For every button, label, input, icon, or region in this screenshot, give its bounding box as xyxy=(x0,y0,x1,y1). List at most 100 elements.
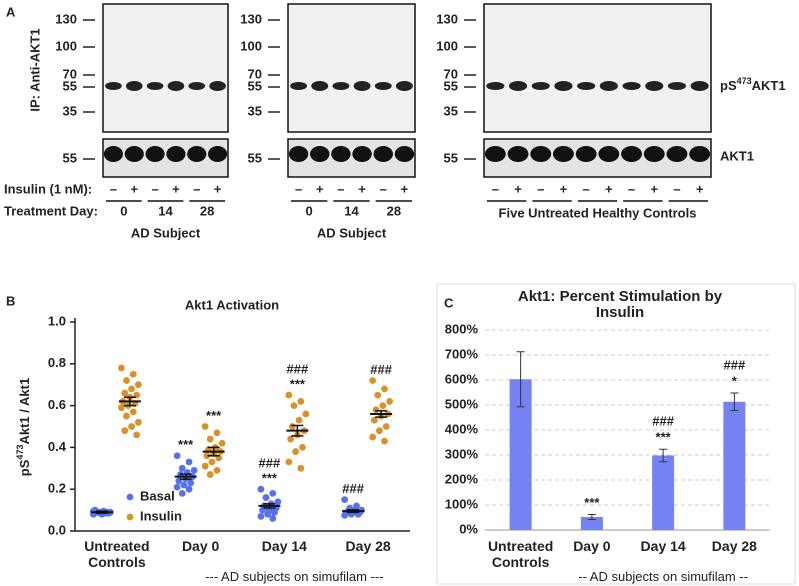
band xyxy=(598,146,620,162)
marker-label: 55 xyxy=(444,150,458,165)
bar xyxy=(580,517,603,530)
y-tick-label: 600% xyxy=(445,371,479,386)
insulin-sign: – xyxy=(380,181,387,196)
dot xyxy=(262,494,270,501)
dot xyxy=(269,515,277,522)
significance-label: *** xyxy=(584,495,600,510)
marker-label: 55 xyxy=(444,78,458,93)
sem-bar xyxy=(207,446,220,457)
insulin-sign: – xyxy=(628,181,635,196)
dot xyxy=(382,423,390,430)
insulin-sign: – xyxy=(295,181,302,196)
insulin-sign: + xyxy=(358,181,366,196)
marker-label: 70 xyxy=(444,66,458,81)
insulin-sign: + xyxy=(514,181,522,196)
significance-label: ### xyxy=(342,481,364,496)
dot xyxy=(190,466,198,474)
insulin-sign: + xyxy=(560,181,568,196)
marker-label: 70 xyxy=(248,66,262,81)
legend-marker xyxy=(126,493,134,501)
dot xyxy=(302,410,310,418)
insulin-sign: + xyxy=(650,181,658,196)
band xyxy=(486,82,505,90)
marker-label: 55 xyxy=(248,78,262,93)
band xyxy=(395,81,413,91)
y-tick-label: 400% xyxy=(445,421,479,436)
dot xyxy=(134,418,142,426)
insulin-sign: + xyxy=(172,181,180,196)
band xyxy=(290,82,308,90)
day-value: 28 xyxy=(200,203,214,218)
band xyxy=(352,146,372,162)
band xyxy=(146,82,164,90)
group-label: AD Subject xyxy=(131,225,201,240)
x-tick-label: Untreated Controls xyxy=(84,538,150,570)
sem-bar xyxy=(95,510,108,514)
y-axis-label-base: pS xyxy=(17,459,32,476)
dot xyxy=(285,391,293,399)
marker-label: 100 xyxy=(240,38,262,53)
insulin-sign: – xyxy=(151,181,158,196)
band xyxy=(530,146,552,162)
sem-bar xyxy=(375,410,388,418)
dot xyxy=(287,435,294,443)
error-bar xyxy=(516,351,525,408)
marker-label: 130 xyxy=(436,11,458,26)
dot xyxy=(129,370,137,378)
y-tick-label: 200% xyxy=(445,471,479,486)
dot xyxy=(374,391,382,399)
dot xyxy=(269,489,277,497)
y-tick-label: 0.4 xyxy=(48,439,67,454)
dot xyxy=(379,402,387,409)
band xyxy=(353,81,371,91)
significance-label: *** xyxy=(262,471,278,486)
blot-top xyxy=(483,3,712,133)
error-bar xyxy=(730,392,739,411)
band xyxy=(166,146,186,162)
band xyxy=(621,146,642,162)
marker-label: 55 xyxy=(63,150,77,165)
group-label: AD Subject xyxy=(317,225,387,240)
y-axis-label: pS473Akt1 / Akt1 xyxy=(15,378,32,476)
panel-border xyxy=(436,283,796,585)
x-tick-label: Day 0 xyxy=(573,538,611,554)
insulin-sign: – xyxy=(492,181,499,196)
significance-label: ### xyxy=(287,362,309,377)
bar xyxy=(509,379,532,530)
significance-label: ### xyxy=(259,456,281,471)
y-tick-label: 1.0 xyxy=(48,313,66,328)
insulin-sign: – xyxy=(673,181,680,196)
band xyxy=(553,146,574,162)
phospho-label-rest: AKT1 xyxy=(752,78,786,93)
insulin-sign: + xyxy=(214,181,222,196)
dot xyxy=(271,508,278,516)
ip-label: IP: Anti-AKT1 xyxy=(27,28,42,111)
x-tick-label: Untreated Controls xyxy=(487,538,554,570)
dot xyxy=(386,398,394,405)
band xyxy=(554,81,573,91)
band xyxy=(645,81,664,91)
marker-label: 100 xyxy=(55,38,77,53)
significance-label: *** xyxy=(206,408,222,423)
sem-bar xyxy=(291,424,304,437)
chart-title: Akt1 Activation xyxy=(185,297,279,312)
band xyxy=(332,82,350,90)
panel-label: B xyxy=(6,293,15,308)
dot xyxy=(128,385,135,393)
marker-label: 35 xyxy=(248,103,262,118)
dot xyxy=(187,479,195,487)
legend-label: Insulin xyxy=(140,508,182,523)
band xyxy=(209,81,226,91)
dot xyxy=(129,408,137,416)
band xyxy=(208,146,228,162)
dot xyxy=(341,496,349,504)
dot xyxy=(185,458,193,466)
sem-bar xyxy=(263,503,276,509)
y-tick-label: 0.8 xyxy=(48,355,66,370)
significance-label: ### xyxy=(724,357,746,372)
band xyxy=(125,81,143,91)
dot xyxy=(123,377,130,384)
dot xyxy=(201,462,209,470)
band xyxy=(394,146,415,162)
